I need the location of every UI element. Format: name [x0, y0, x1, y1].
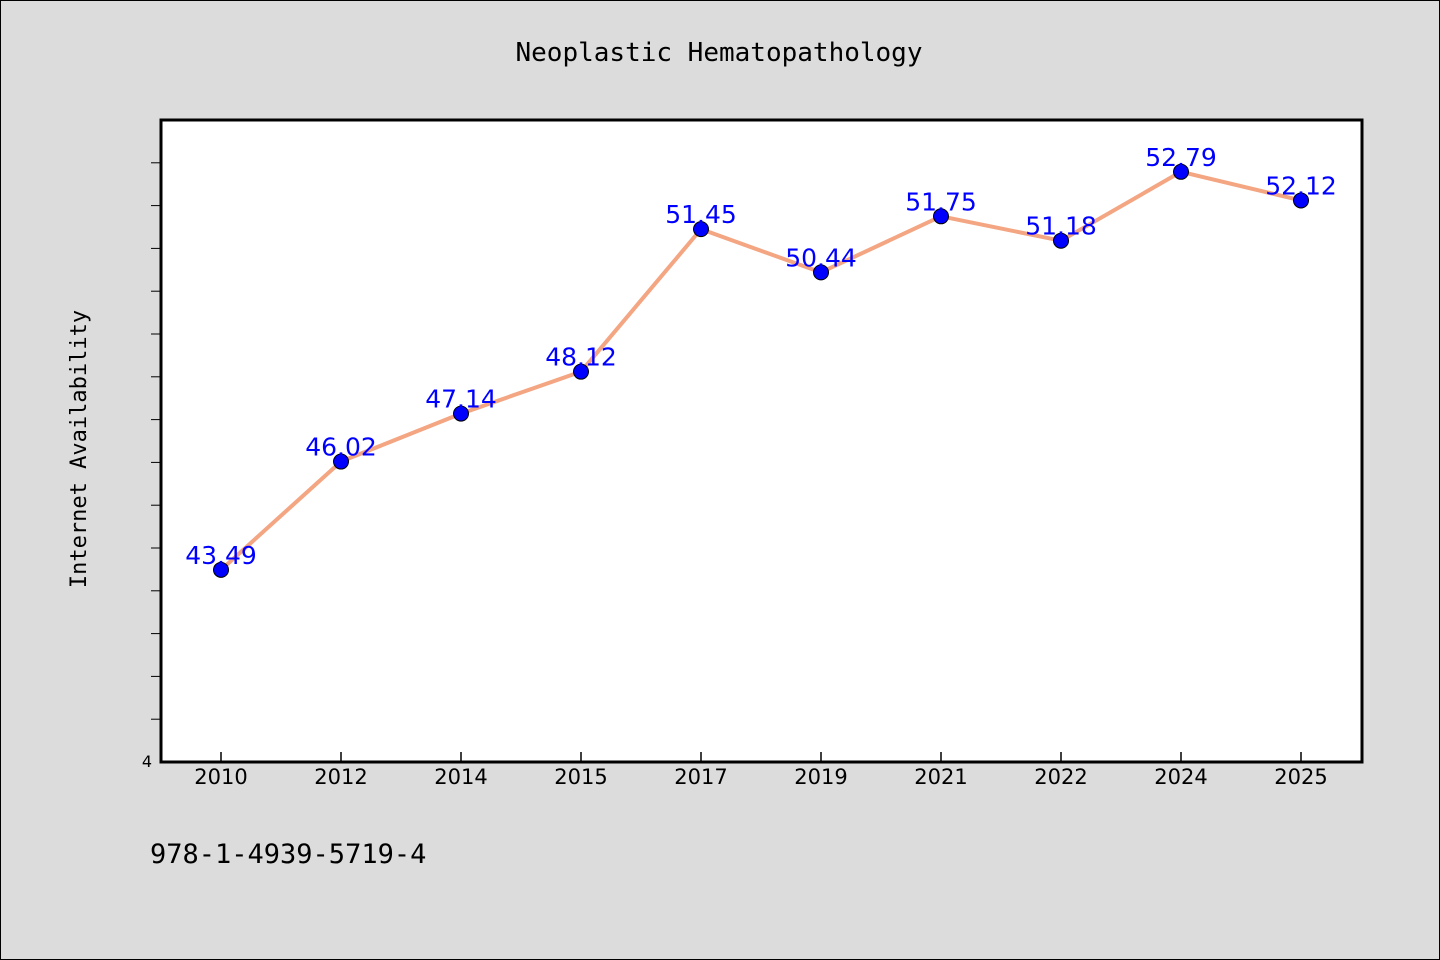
data-point	[1173, 163, 1189, 180]
data-point	[1053, 232, 1069, 249]
x-tick-label: 2012	[314, 765, 367, 789]
data-label: 51.75	[905, 187, 977, 216]
series-line	[219, 169, 1302, 572]
y-tick-label: 4	[142, 752, 152, 771]
data-point	[693, 221, 709, 238]
data-label: 48.12	[545, 343, 617, 372]
data-label: 43.49	[185, 541, 257, 570]
data-point	[1293, 192, 1309, 209]
x-tick-label: 2021	[914, 765, 967, 789]
x-tick-label: 2014	[434, 765, 487, 789]
data-label: 51.45	[665, 200, 737, 229]
data-label: 47.14	[425, 385, 497, 414]
x-tick-label: 2019	[794, 765, 847, 789]
data-point	[573, 363, 589, 380]
chart-title: Neoplastic Hematopathology	[516, 38, 923, 68]
y-axis-label: Internet Availability	[67, 310, 92, 588]
x-tick-label: 2024	[1154, 765, 1207, 789]
data-point	[213, 561, 229, 578]
data-point	[333, 453, 349, 470]
data-series: 43.49 46.02 47.14 48.12 51.45 50.44 51.75 51.18…	[185, 143, 1337, 578]
x-tick-label: 2022	[1034, 765, 1087, 789]
isbn-label: 978-1-4939-5719-4	[150, 839, 426, 870]
y-ticks	[151, 162, 161, 720]
x-tick-label: 2017	[674, 765, 727, 789]
x-tick-label: 2015	[554, 765, 607, 789]
x-tick-label: 2025	[1274, 765, 1327, 789]
data-point	[453, 405, 469, 422]
data-label: 52.12	[1265, 171, 1337, 200]
data-point	[813, 264, 829, 281]
data-label: 46.02	[305, 433, 377, 462]
x-axis-ticks: 2010 2012 2014 2015 2017 2019 2021 2022 2024 2025	[194, 752, 1328, 789]
data-label: 51.18	[1025, 212, 1097, 241]
data-label: 52.79	[1145, 143, 1217, 172]
data-label: 50.44	[785, 243, 857, 272]
data-point	[933, 208, 949, 225]
x-tick-label: 2010	[194, 765, 247, 789]
plot-area	[159, 118, 1364, 764]
